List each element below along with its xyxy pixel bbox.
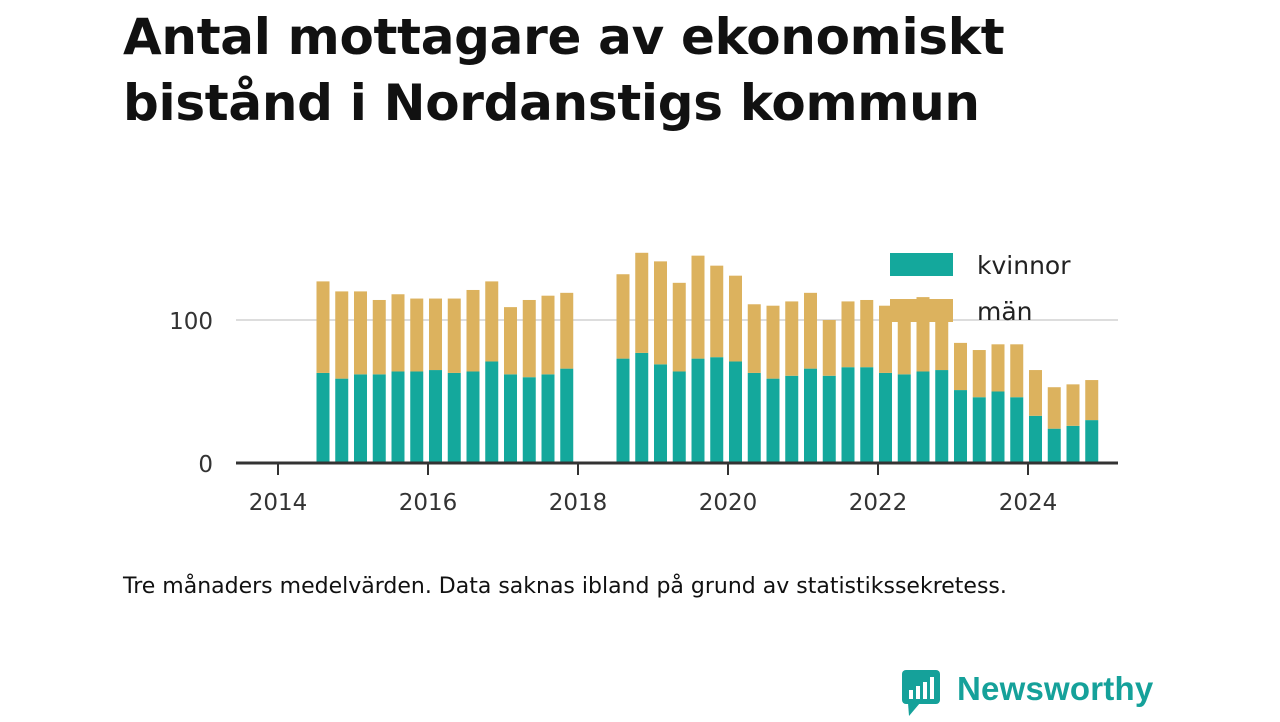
bar-kvinnor	[522, 377, 536, 463]
bar-man	[654, 261, 667, 365]
y-tick-label: 0	[198, 452, 213, 478]
bar-kvinnor	[654, 364, 667, 463]
bar-kvinnor	[372, 374, 386, 463]
bar-kvinnor	[1066, 425, 1080, 463]
bar-man	[466, 289, 480, 372]
bar-man	[447, 298, 461, 373]
bar-man	[316, 281, 330, 373]
bar-kvinnor	[447, 372, 461, 463]
bar-man	[766, 305, 780, 379]
bar-man	[1085, 380, 1099, 421]
x-tick-label: 2022	[849, 490, 908, 516]
bar-kvinnor	[954, 390, 967, 463]
x-tick-label: 2018	[549, 490, 608, 516]
bar-kvinnor	[616, 358, 630, 463]
bar-kvinnor	[710, 357, 724, 463]
bar-man	[1029, 370, 1042, 416]
bar-kvinnor	[316, 372, 330, 463]
bar-man	[879, 305, 892, 373]
bar-kvinnor	[1047, 428, 1061, 463]
bar-man	[822, 320, 836, 376]
bar-man	[541, 295, 555, 375]
bar-kvinnor	[1029, 415, 1042, 463]
bar-kvinnor	[672, 371, 686, 463]
bar-kvinnor	[429, 370, 442, 463]
bar-man	[710, 265, 724, 358]
bar-kvinnor	[841, 367, 855, 463]
bar-man	[747, 304, 761, 373]
bar-man	[429, 298, 442, 371]
bar-kvinnor	[391, 371, 405, 463]
bar-man	[729, 275, 742, 362]
bar-man	[635, 252, 649, 353]
bar-man	[785, 301, 799, 376]
bar-man	[804, 292, 817, 369]
newsworthy-wordmark: Newsworthy	[957, 670, 1154, 707]
bar-man	[672, 282, 686, 372]
bar-man	[991, 344, 1005, 392]
bar-kvinnor	[466, 371, 480, 463]
bar-kvinnor	[785, 375, 799, 463]
bar-kvinnor	[935, 370, 949, 463]
bar-man	[372, 299, 386, 375]
bar-kvinnor	[879, 372, 892, 463]
x-tick-label: 2024	[999, 490, 1058, 516]
bar-kvinnor	[354, 374, 367, 463]
bar-man	[1010, 344, 1024, 398]
bar-man	[504, 307, 517, 375]
bar-kvinnor	[822, 375, 836, 463]
y-tick-label: 100	[169, 309, 213, 335]
bars	[316, 252, 1099, 463]
bar-kvinnor	[504, 374, 517, 463]
x-tick-label: 2016	[399, 490, 458, 516]
bar-man	[522, 299, 536, 378]
bar-kvinnor	[560, 368, 574, 463]
bar-kvinnor	[729, 361, 742, 463]
bar-man	[954, 342, 967, 391]
bar-kvinnor	[972, 397, 986, 463]
bar-man	[335, 291, 349, 379]
bar-kvinnor	[541, 374, 555, 463]
bar-man	[616, 274, 630, 359]
newsworthy-logo-icon	[902, 670, 940, 716]
x-tick-label: 2020	[699, 490, 758, 516]
bar-kvinnor	[747, 372, 761, 463]
bar-kvinnor	[916, 371, 930, 463]
chart-title: Antal mottagare av ekonomiskt bistånd i …	[123, 8, 1005, 132]
bar-kvinnor	[485, 361, 499, 463]
bar-man	[1047, 387, 1061, 429]
legend-swatch-man	[890, 299, 953, 322]
bar-man	[972, 350, 986, 398]
bar-man	[354, 291, 367, 375]
bar-kvinnor	[860, 367, 874, 463]
bar-kvinnor	[897, 374, 911, 463]
bar-man	[860, 299, 874, 368]
legend-label-kvinnor: kvinnor	[977, 251, 1071, 280]
bar-man	[485, 281, 499, 362]
bar-kvinnor	[991, 391, 1005, 463]
bar-man	[841, 301, 855, 368]
axes: 0 100 2014 2016 2018 2020 2022 2024	[169, 309, 1118, 516]
bar-kvinnor	[1010, 397, 1024, 463]
bar-man	[1066, 384, 1080, 426]
bar-man	[560, 292, 574, 369]
chart-caption: Tre månaders medelvärden. Data saknas ib…	[123, 574, 1007, 599]
legend: kvinnor män	[890, 251, 1071, 326]
legend-swatch-kvinnor	[890, 253, 953, 276]
legend-label-man: män	[977, 297, 1033, 326]
bar-kvinnor	[335, 378, 349, 463]
bar-kvinnor	[410, 371, 424, 463]
bar-kvinnor	[804, 368, 817, 463]
bar-kvinnor	[691, 358, 705, 463]
bar-kvinnor	[635, 352, 649, 463]
bar-man	[391, 294, 405, 372]
bar-kvinnor	[766, 378, 780, 463]
bar-kvinnor	[1085, 420, 1099, 463]
bar-man	[410, 298, 424, 372]
bar-man	[691, 255, 705, 359]
x-tick-label: 2014	[249, 490, 308, 516]
newsworthy-logo: Newsworthy	[900, 668, 1153, 720]
